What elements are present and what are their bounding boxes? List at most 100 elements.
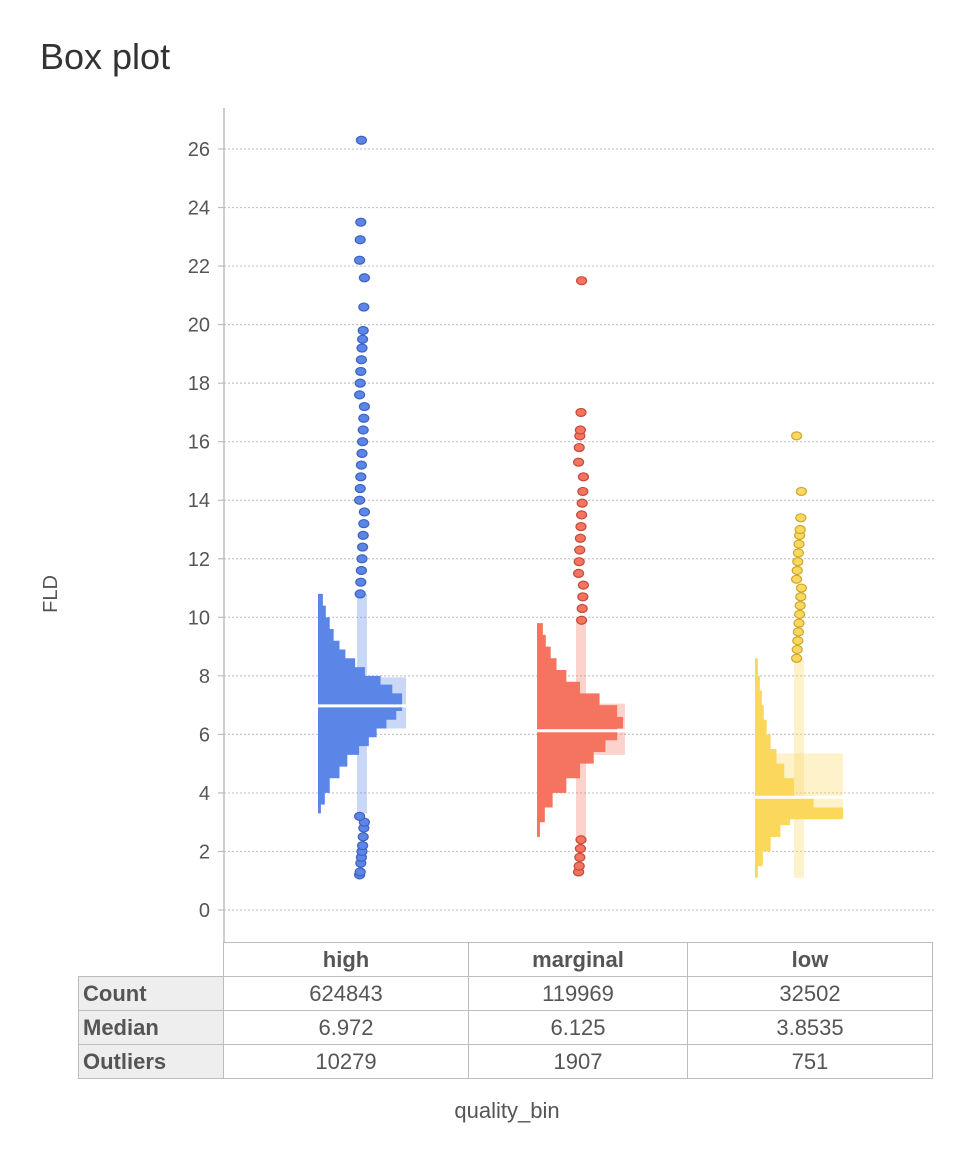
table-row: Outliers 10279 1907 751 bbox=[78, 1044, 933, 1079]
outlier-point bbox=[574, 852, 586, 862]
outlier-point bbox=[577, 486, 589, 497]
outlier-point bbox=[577, 472, 590, 482]
outlier-point bbox=[574, 545, 586, 555]
column-header-high: high bbox=[223, 942, 469, 977]
outlier-point bbox=[575, 615, 588, 625]
table-cell: 6.125 bbox=[468, 1010, 688, 1045]
table-cell: 10279 bbox=[223, 1044, 469, 1079]
y-tick-label: 12 bbox=[188, 549, 210, 571]
outlier-point bbox=[577, 592, 589, 602]
outlier-point bbox=[357, 425, 369, 435]
stats-table: high marginal low Count 624843 119969 32… bbox=[78, 942, 933, 1079]
outlier-point bbox=[355, 355, 367, 365]
outlier-point bbox=[354, 495, 366, 505]
outlier-point bbox=[354, 390, 366, 400]
grid bbox=[224, 148, 935, 911]
outlier-point bbox=[573, 861, 585, 871]
outlier-point bbox=[355, 577, 367, 587]
outlier-point bbox=[792, 627, 805, 637]
outlier-point bbox=[357, 542, 369, 552]
outlier-point bbox=[575, 521, 587, 532]
y-tick-label: 0 bbox=[199, 900, 210, 922]
outlier-point bbox=[792, 636, 804, 646]
outlier-point bbox=[790, 653, 803, 663]
outlier-point bbox=[794, 524, 806, 535]
table-row: Median 6.972 6.125 3.8535 bbox=[78, 1010, 933, 1045]
outlier-point bbox=[575, 407, 587, 418]
outlier-point bbox=[577, 580, 590, 590]
table-cell: 3.8535 bbox=[687, 1010, 933, 1045]
y-tick-label: 14 bbox=[188, 490, 210, 512]
outlier-point bbox=[574, 843, 587, 854]
y-tick-label: 26 bbox=[188, 139, 210, 161]
y-tick-label: 22 bbox=[188, 256, 210, 278]
outlier-point bbox=[792, 557, 804, 567]
table-cell: 1907 bbox=[468, 1044, 688, 1079]
y-tick-label: 10 bbox=[188, 607, 210, 629]
table-cell: 624843 bbox=[223, 976, 469, 1011]
outlier-point bbox=[574, 533, 587, 543]
outlier-point bbox=[354, 483, 366, 494]
outlier-point bbox=[358, 519, 370, 529]
table-cell: 119969 bbox=[468, 976, 688, 1011]
y-axis-label: FLD bbox=[40, 575, 62, 613]
table-corner bbox=[78, 942, 224, 977]
outlier-point bbox=[356, 554, 368, 564]
box-group-low bbox=[755, 431, 843, 878]
outlier-point bbox=[354, 589, 366, 599]
table-cell: 751 bbox=[687, 1044, 933, 1079]
whisker-low bbox=[794, 658, 804, 878]
y-tick-label: 4 bbox=[199, 783, 210, 805]
table-cell: 32502 bbox=[687, 976, 933, 1011]
outlier-point bbox=[795, 583, 808, 593]
outlier-point bbox=[355, 217, 367, 227]
chart-title: Box plot bbox=[40, 36, 171, 77]
outlier-point bbox=[355, 565, 367, 576]
y-tick-label: 16 bbox=[188, 432, 210, 454]
outlier-point bbox=[357, 841, 369, 851]
outlier-point bbox=[574, 425, 587, 435]
outlier-point bbox=[354, 255, 366, 265]
outlier-point bbox=[356, 448, 368, 458]
outlier-point bbox=[357, 530, 369, 540]
outlier-point bbox=[357, 325, 369, 336]
histogram-low bbox=[755, 658, 843, 878]
outlier-point bbox=[790, 431, 803, 441]
outlier-point bbox=[791, 565, 803, 576]
outlier-point bbox=[795, 513, 807, 523]
table-row: Count 624843 119969 32502 bbox=[78, 976, 933, 1011]
plot-marks bbox=[318, 135, 843, 880]
outlier-point bbox=[576, 603, 588, 614]
column-header-marginal: marginal bbox=[468, 942, 688, 977]
y-tick-label: 6 bbox=[199, 724, 210, 746]
outlier-point bbox=[793, 609, 806, 619]
y-tick-label: 2 bbox=[199, 841, 210, 863]
outlier-point bbox=[358, 273, 370, 283]
outlier-point bbox=[573, 442, 585, 453]
outlier-point bbox=[354, 378, 366, 388]
outlier-point bbox=[791, 644, 803, 655]
outlier-point bbox=[793, 539, 805, 549]
outlier-point bbox=[355, 366, 367, 377]
x-axis-label: quality_bin bbox=[454, 1098, 560, 1123]
table-cell: 6.972 bbox=[223, 1010, 469, 1045]
outlier-point bbox=[357, 334, 369, 344]
outlier-point bbox=[575, 510, 588, 520]
outlier-point bbox=[572, 457, 585, 467]
outlier-point bbox=[355, 460, 367, 470]
outlier-point bbox=[576, 498, 588, 508]
row-label-outliers: Outliers bbox=[78, 1044, 224, 1079]
outlier-point bbox=[573, 557, 585, 567]
outlier-point bbox=[795, 592, 807, 602]
outlier-point bbox=[354, 811, 366, 821]
outlier-point bbox=[358, 302, 370, 312]
outlier-point bbox=[792, 548, 805, 558]
outlier-point bbox=[355, 472, 367, 482]
outlier-point bbox=[355, 135, 367, 145]
outlier-point bbox=[795, 486, 808, 497]
histogram-high bbox=[318, 593, 403, 814]
outlier-point bbox=[354, 235, 366, 245]
outlier-point bbox=[354, 867, 366, 877]
